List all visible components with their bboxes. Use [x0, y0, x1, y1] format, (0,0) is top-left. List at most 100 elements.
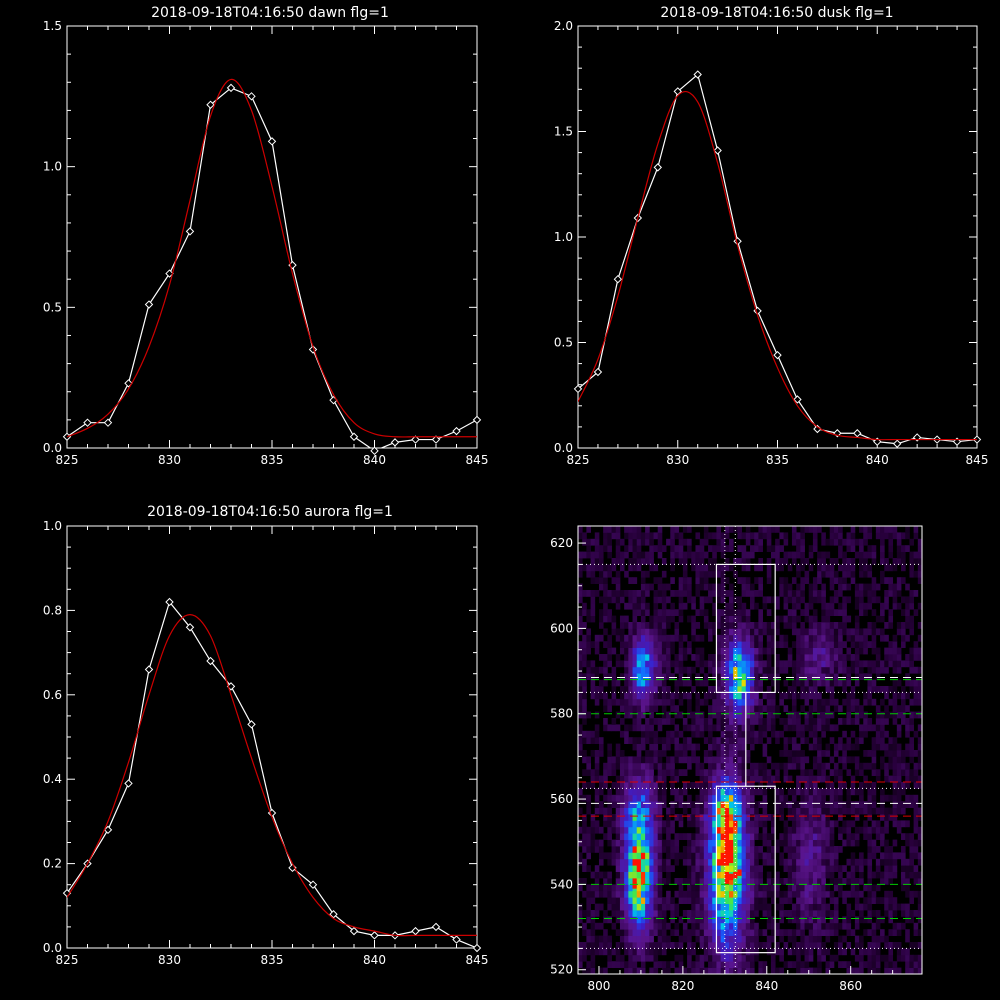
heatmap-cell	[720, 622, 726, 629]
heatmap-cell	[582, 929, 587, 936]
heatmap-cell	[657, 666, 663, 674]
heatmap-cell	[624, 858, 629, 866]
heatmap-cell	[678, 577, 684, 584]
heatmap-cell	[808, 692, 814, 700]
heatmap-cell	[716, 692, 722, 700]
heatmap-cell	[770, 622, 776, 629]
heatmap-cell	[611, 769, 617, 776]
heatmap-cell	[825, 826, 831, 834]
heatmap-cell	[729, 730, 734, 738]
heatmap-cell	[871, 551, 877, 559]
heatmap-cell	[598, 903, 604, 911]
heatmap-cell	[607, 814, 612, 821]
heatmap-cell	[615, 698, 621, 706]
data-point	[349, 926, 359, 936]
heatmap-cell	[636, 846, 642, 853]
heatmap-cell	[775, 654, 780, 661]
heatmap-cell	[724, 628, 730, 636]
heatmap-cell	[670, 737, 675, 744]
heatmap-cell	[779, 910, 784, 917]
heatmap-cell	[808, 660, 814, 668]
heatmap-cell	[737, 641, 743, 648]
heatmap-cell	[720, 878, 726, 885]
heatmap-cell	[854, 718, 860, 725]
heatmap-cell	[611, 679, 617, 687]
heatmap-cell	[791, 961, 797, 968]
heatmap-cell	[871, 724, 877, 732]
heatmap-cell	[796, 801, 801, 808]
heatmap-cell	[817, 903, 822, 911]
heatmap-cell	[808, 801, 814, 808]
heatmap-cell	[649, 967, 654, 975]
heatmap-cell	[708, 724, 713, 732]
heatmap-cell	[653, 788, 659, 796]
heatmap-cell	[687, 878, 692, 885]
heatmap-cell	[750, 743, 755, 751]
heatmap-cell	[737, 948, 743, 956]
heatmap-cell	[766, 545, 772, 552]
heatmap-cell	[913, 852, 919, 860]
heatmap-cell	[645, 609, 650, 616]
heatmap-cell	[880, 545, 885, 552]
heatmap-cell	[850, 532, 856, 540]
heatmap-cell	[913, 641, 919, 648]
heatmap-cell	[863, 833, 868, 840]
heatmap-cell	[712, 942, 717, 949]
heatmap-cell	[762, 884, 768, 892]
heatmap-cell	[896, 820, 902, 828]
heatmap-cell	[796, 590, 801, 597]
heatmap-cell	[888, 686, 894, 693]
heatmap-cell	[901, 628, 906, 636]
heatmap-cell	[666, 942, 671, 949]
heatmap-cell	[729, 916, 734, 924]
heatmap-cell	[586, 538, 591, 546]
heatmap-cell	[741, 750, 747, 757]
heatmap-cell	[649, 564, 654, 572]
heatmap-cell	[913, 551, 919, 559]
heatmap-cell	[842, 538, 847, 546]
heatmap-cell	[636, 769, 642, 776]
heatmap-cell	[901, 865, 906, 872]
heatmap-cell	[850, 698, 856, 706]
heatmap-cell	[842, 609, 847, 616]
heatmap-cell	[758, 929, 763, 936]
heatmap-cell	[846, 794, 852, 802]
heatmap-cell	[607, 826, 612, 834]
heatmap-cell	[917, 577, 923, 584]
heatmap-cell	[720, 545, 726, 552]
heatmap-cell	[754, 692, 759, 700]
heatmap-cell	[838, 609, 843, 616]
heatmap-cell	[884, 878, 889, 885]
heatmap-cell	[758, 871, 763, 879]
heatmap-cell	[825, 961, 831, 968]
heatmap-cell	[817, 769, 822, 776]
heatmap-cell	[737, 833, 743, 840]
heatmap-cell	[762, 794, 768, 802]
heatmap-cell	[703, 692, 709, 700]
heatmap-cell	[590, 910, 596, 917]
heatmap-cell	[716, 526, 722, 533]
heatmap-cell	[754, 660, 759, 668]
heatmap-cell	[913, 775, 919, 783]
x-tick-label: 860	[839, 979, 862, 993]
heatmap-cell	[737, 602, 743, 610]
heatmap-cell	[695, 890, 701, 898]
heatmap-cell	[892, 596, 898, 604]
heatmap-cell	[603, 871, 608, 879]
heatmap-cell	[708, 858, 713, 866]
heatmap-cell	[737, 782, 743, 789]
heatmap-cell	[917, 910, 923, 917]
heatmap-cell	[653, 814, 659, 821]
heatmap-cell	[917, 545, 923, 552]
heatmap-cell	[687, 583, 692, 591]
heatmap-cell	[678, 967, 684, 975]
heatmap-cell	[892, 910, 898, 917]
heatmap-cell	[645, 532, 650, 540]
heatmap-cell	[863, 583, 868, 591]
heatmap-cell	[875, 897, 881, 904]
heatmap-cell	[804, 602, 810, 610]
heatmap-cell	[619, 801, 625, 808]
heatmap-cell	[724, 526, 730, 533]
heatmap-cell	[892, 532, 898, 540]
heatmap-cell	[817, 929, 822, 936]
